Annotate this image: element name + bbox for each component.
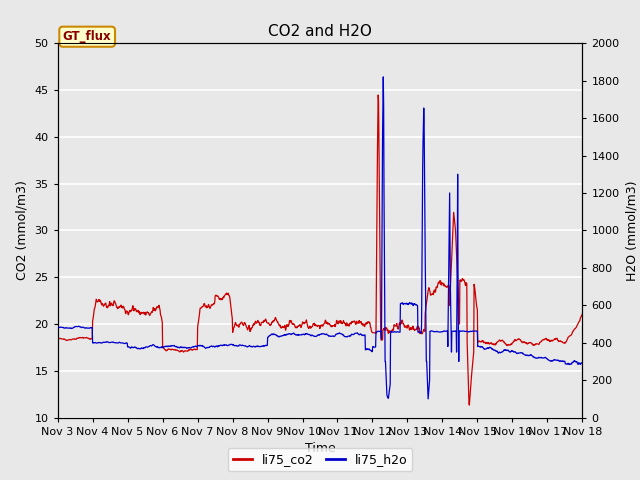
Y-axis label: H2O (mmol/m3): H2O (mmol/m3) — [625, 180, 638, 281]
X-axis label: Time: Time — [305, 442, 335, 455]
Title: CO2 and H2O: CO2 and H2O — [268, 24, 372, 39]
Text: GT_flux: GT_flux — [63, 30, 111, 43]
Legend: li75_co2, li75_h2o: li75_co2, li75_h2o — [228, 448, 412, 471]
Y-axis label: CO2 (mmol/m3): CO2 (mmol/m3) — [16, 180, 29, 280]
